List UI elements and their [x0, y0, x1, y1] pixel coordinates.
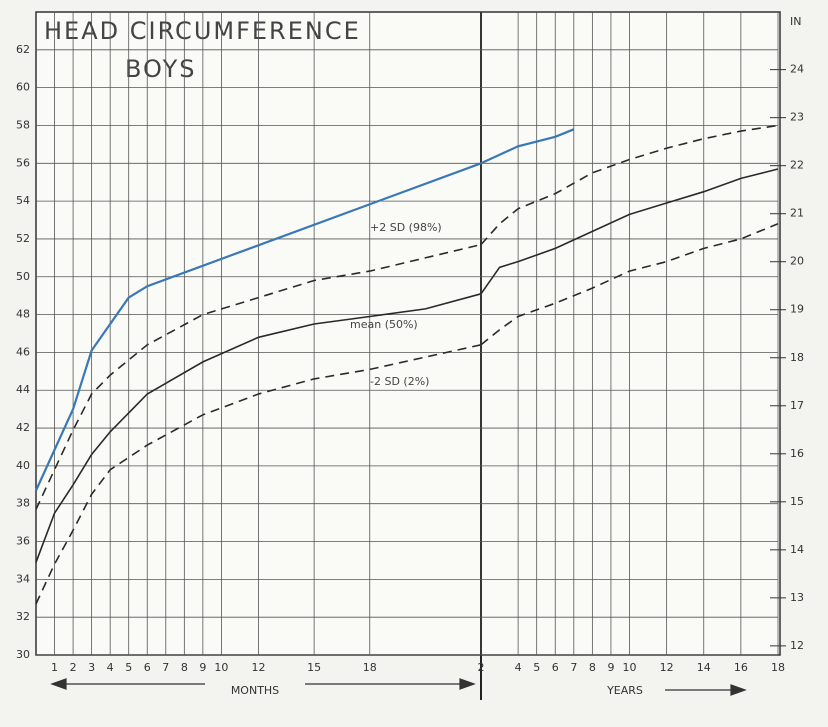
- chart-subtitle: BOYS: [125, 55, 197, 83]
- series-line: [480, 124, 779, 246]
- y-tick-label: 32: [16, 610, 30, 623]
- x-tick-label: 10: [623, 661, 637, 674]
- y-tick-label: 58: [16, 118, 30, 131]
- x-tick-label: 3: [88, 661, 95, 674]
- annotation: mean (50%): [350, 318, 418, 331]
- x-tick-label: 15: [307, 661, 321, 674]
- y-tick-label: 48: [16, 308, 30, 321]
- series-line: [34, 162, 482, 491]
- x-tick-label: 16: [734, 661, 748, 674]
- y-tick-label: 60: [16, 81, 30, 94]
- y-tick-label: 50: [16, 270, 30, 283]
- y-tick-label: 42: [16, 421, 30, 434]
- y2-tick-label: 24: [790, 63, 804, 76]
- y2-tick-label: 14: [790, 543, 804, 556]
- x-tick-label: 18: [363, 661, 377, 674]
- y2-tick-label: 16: [790, 447, 804, 460]
- y2-axis-label: IN: [790, 15, 801, 28]
- x-tick-label: 9: [199, 661, 206, 674]
- y2-tick-label: 15: [790, 495, 804, 508]
- x-tick-label: 10: [214, 661, 228, 674]
- x-tick-label: 1: [51, 661, 58, 674]
- x-tick-label: 4: [515, 661, 522, 674]
- y-tick-label: 30: [16, 648, 30, 661]
- x-tick-label: 12: [252, 661, 266, 674]
- x-tick-label: 7: [162, 661, 169, 674]
- x-tick-label: 18: [771, 661, 785, 674]
- y2-tick-label: 20: [790, 255, 804, 268]
- x-tick-label: 14: [697, 661, 711, 674]
- y-tick-label: 62: [16, 43, 30, 56]
- y-tick-label: 54: [16, 194, 30, 207]
- x-tick-label: 4: [107, 661, 114, 674]
- y-tick-label: 46: [16, 345, 30, 358]
- x-axis-label: YEARS: [606, 684, 643, 697]
- series-line: [480, 223, 779, 346]
- x-axis-label: MONTHS: [231, 684, 279, 697]
- y-tick-label: 56: [16, 156, 30, 169]
- x-tick-label: 8: [181, 661, 188, 674]
- series-line: [480, 168, 779, 295]
- plot-frame: [35, 11, 781, 656]
- x-tick-label: 7: [570, 661, 577, 674]
- series-line: [35, 344, 482, 605]
- series-line: [480, 128, 575, 165]
- x-tick-label: 2: [478, 661, 485, 674]
- y-tick-label: 44: [16, 383, 30, 396]
- y2-tick-label: 19: [790, 303, 804, 316]
- y-tick-label: 40: [16, 459, 30, 472]
- x-tick-label: 6: [144, 661, 151, 674]
- x-tick-label: 9: [607, 661, 614, 674]
- y-tick-label: 52: [16, 232, 30, 245]
- y2-tick-label: 21: [790, 207, 804, 220]
- y-tick-label: 36: [16, 535, 30, 548]
- y2-tick-label: 17: [790, 399, 804, 412]
- y-tick-label: 38: [16, 497, 30, 510]
- x-tick-label: 2: [70, 661, 77, 674]
- chart-title: HEAD CIRCUMFERENCE: [44, 17, 361, 45]
- annotation: -2 SD (2%): [370, 375, 429, 388]
- series-line: [35, 293, 482, 563]
- x-tick-label: 5: [533, 661, 540, 674]
- x-tick-label: 12: [660, 661, 674, 674]
- x-tick-label: 5: [125, 661, 132, 674]
- y2-tick-label: 13: [790, 591, 804, 604]
- x-tick-label: 6: [552, 661, 559, 674]
- y2-tick-label: 18: [790, 351, 804, 364]
- axis-arrows: [50, 678, 747, 696]
- y2-tick-label: 23: [790, 111, 804, 124]
- annotation: +2 SD (98%): [370, 221, 442, 234]
- y2-tick-label: 22: [790, 159, 804, 172]
- y-tick-label: 34: [16, 572, 30, 585]
- y2-tick-label: 12: [790, 639, 804, 652]
- x-tick-label: 8: [589, 661, 596, 674]
- series-line: [35, 243, 482, 510]
